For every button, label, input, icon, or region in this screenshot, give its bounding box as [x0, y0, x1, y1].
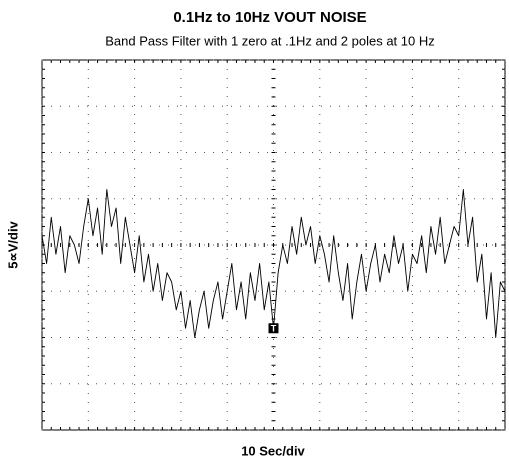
chart-subtitle: Band Pass Filter with 1 zero at .1Hz and…: [105, 33, 435, 48]
trigger-label: T: [271, 324, 277, 334]
chart-title: 0.1Hz to 10Hz VOUT NOISE: [173, 9, 366, 26]
trigger-marker: [268, 323, 279, 334]
y-axis-label: 5∝V/div: [5, 220, 20, 268]
x-axis-label: 10 Sec/div: [241, 443, 305, 458]
